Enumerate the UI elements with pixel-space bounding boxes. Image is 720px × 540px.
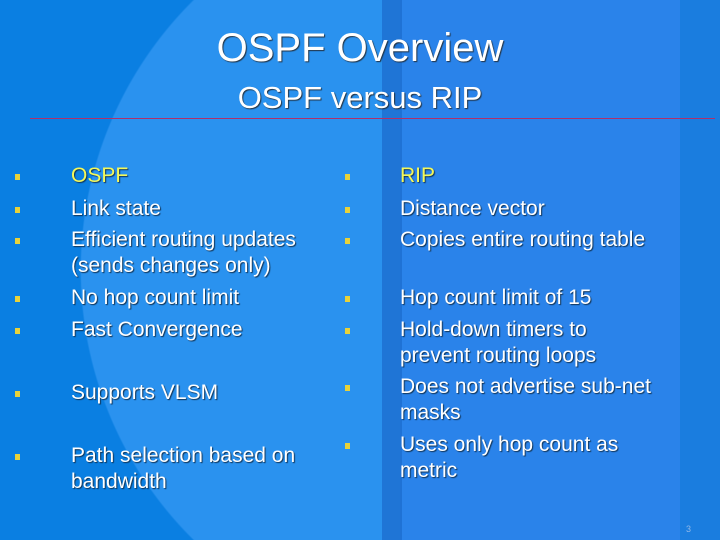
slide-title: OSPF Overview [216, 26, 504, 70]
left-column-heading: OSPF [71, 164, 129, 187]
background-circle-overlay [400, 0, 680, 540]
bullet-icon [15, 238, 20, 244]
bullet-icon [345, 443, 350, 449]
title-divider [30, 118, 715, 119]
background-stripe [382, 0, 402, 540]
bullet-icon [15, 207, 20, 213]
bullet-item: Distance vector [400, 197, 545, 220]
bullet-item: Fast Convergence [71, 318, 243, 341]
bullet-icon [15, 174, 20, 180]
bullet-icon [345, 296, 350, 302]
bullet-icon [345, 174, 350, 180]
bullet-item: Link state [71, 197, 161, 220]
bullet-item: Hop count limit of 15 [400, 286, 592, 309]
bullet-icon [345, 328, 350, 334]
bullet-icon [15, 454, 20, 460]
bullet-item: Hold-down timers to prevent routing loop… [400, 318, 597, 367]
bullet-icon [15, 296, 20, 302]
bullet-icon [345, 385, 350, 391]
bullet-item: Efficient routing updates (sends changes… [71, 228, 296, 277]
bullet-item: Path selection based on bandwidth [71, 444, 296, 493]
bullet-icon [345, 238, 350, 244]
right-column-heading: RIP [400, 164, 436, 187]
bullet-icon [15, 328, 20, 334]
slide-subtitle: OSPF versus RIP [237, 80, 483, 115]
bullet-item: Uses only hop count as metric [400, 433, 619, 482]
bullet-item: Supports VLSM [71, 381, 219, 404]
bullet-item: Does not advertise sub-net masks [400, 375, 651, 424]
background-right-strip [680, 0, 720, 540]
bullet-icon [15, 391, 20, 397]
bullet-item: No hop count limit [71, 286, 240, 309]
page-number: 3 [686, 524, 692, 534]
bullet-icon [345, 207, 350, 213]
bullet-item: Copies entire routing table [400, 228, 646, 251]
